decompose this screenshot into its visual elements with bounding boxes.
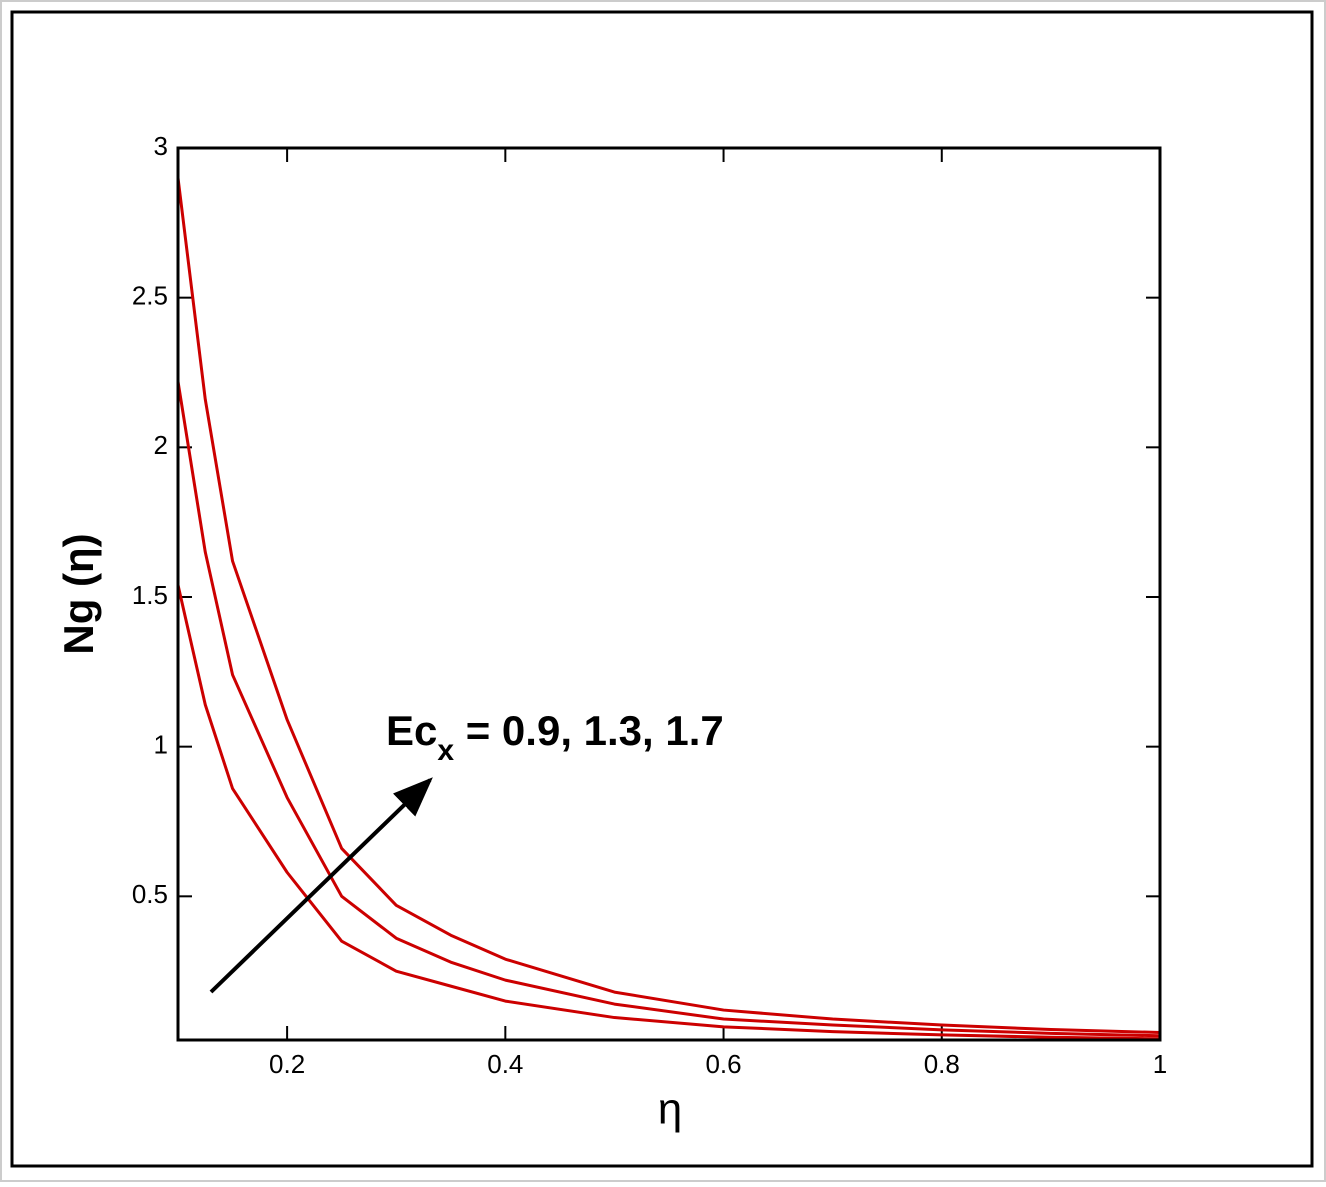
x-tick-label: 0.4	[487, 1049, 523, 1079]
y-tick-label: 0.5	[132, 879, 168, 909]
arrow	[209, 777, 433, 994]
x-tick-label: 0.2	[269, 1049, 305, 1079]
frame	[10, 10, 1314, 1168]
y-tick-label: 1.5	[132, 580, 168, 610]
x-tick-label: 1	[1153, 1049, 1167, 1079]
x-tick-label: 0.6	[705, 1049, 741, 1079]
x-tick-label: 0.8	[924, 1049, 960, 1079]
line	[176, 177, 1161, 1035]
y-tick-label: 3	[154, 131, 168, 161]
plot-frame	[176, 146, 1162, 1042]
annotation-rest: = 0.9, 1.3, 1.7	[454, 707, 724, 754]
y-tick-label: 2.5	[132, 281, 168, 311]
annotation-sub: x	[437, 734, 454, 767]
annotation: Ecx = 0.9, 1.3, 1.7	[386, 707, 724, 767]
x-axis-label: η	[658, 1085, 682, 1134]
y-axis-label: Ng (η)	[55, 533, 102, 654]
line	[176, 584, 1161, 1041]
y-tick-label: 1	[154, 730, 168, 760]
annotation-main: Ec	[386, 707, 437, 754]
y-tick-label: 2	[154, 430, 168, 460]
line	[176, 381, 1161, 1038]
